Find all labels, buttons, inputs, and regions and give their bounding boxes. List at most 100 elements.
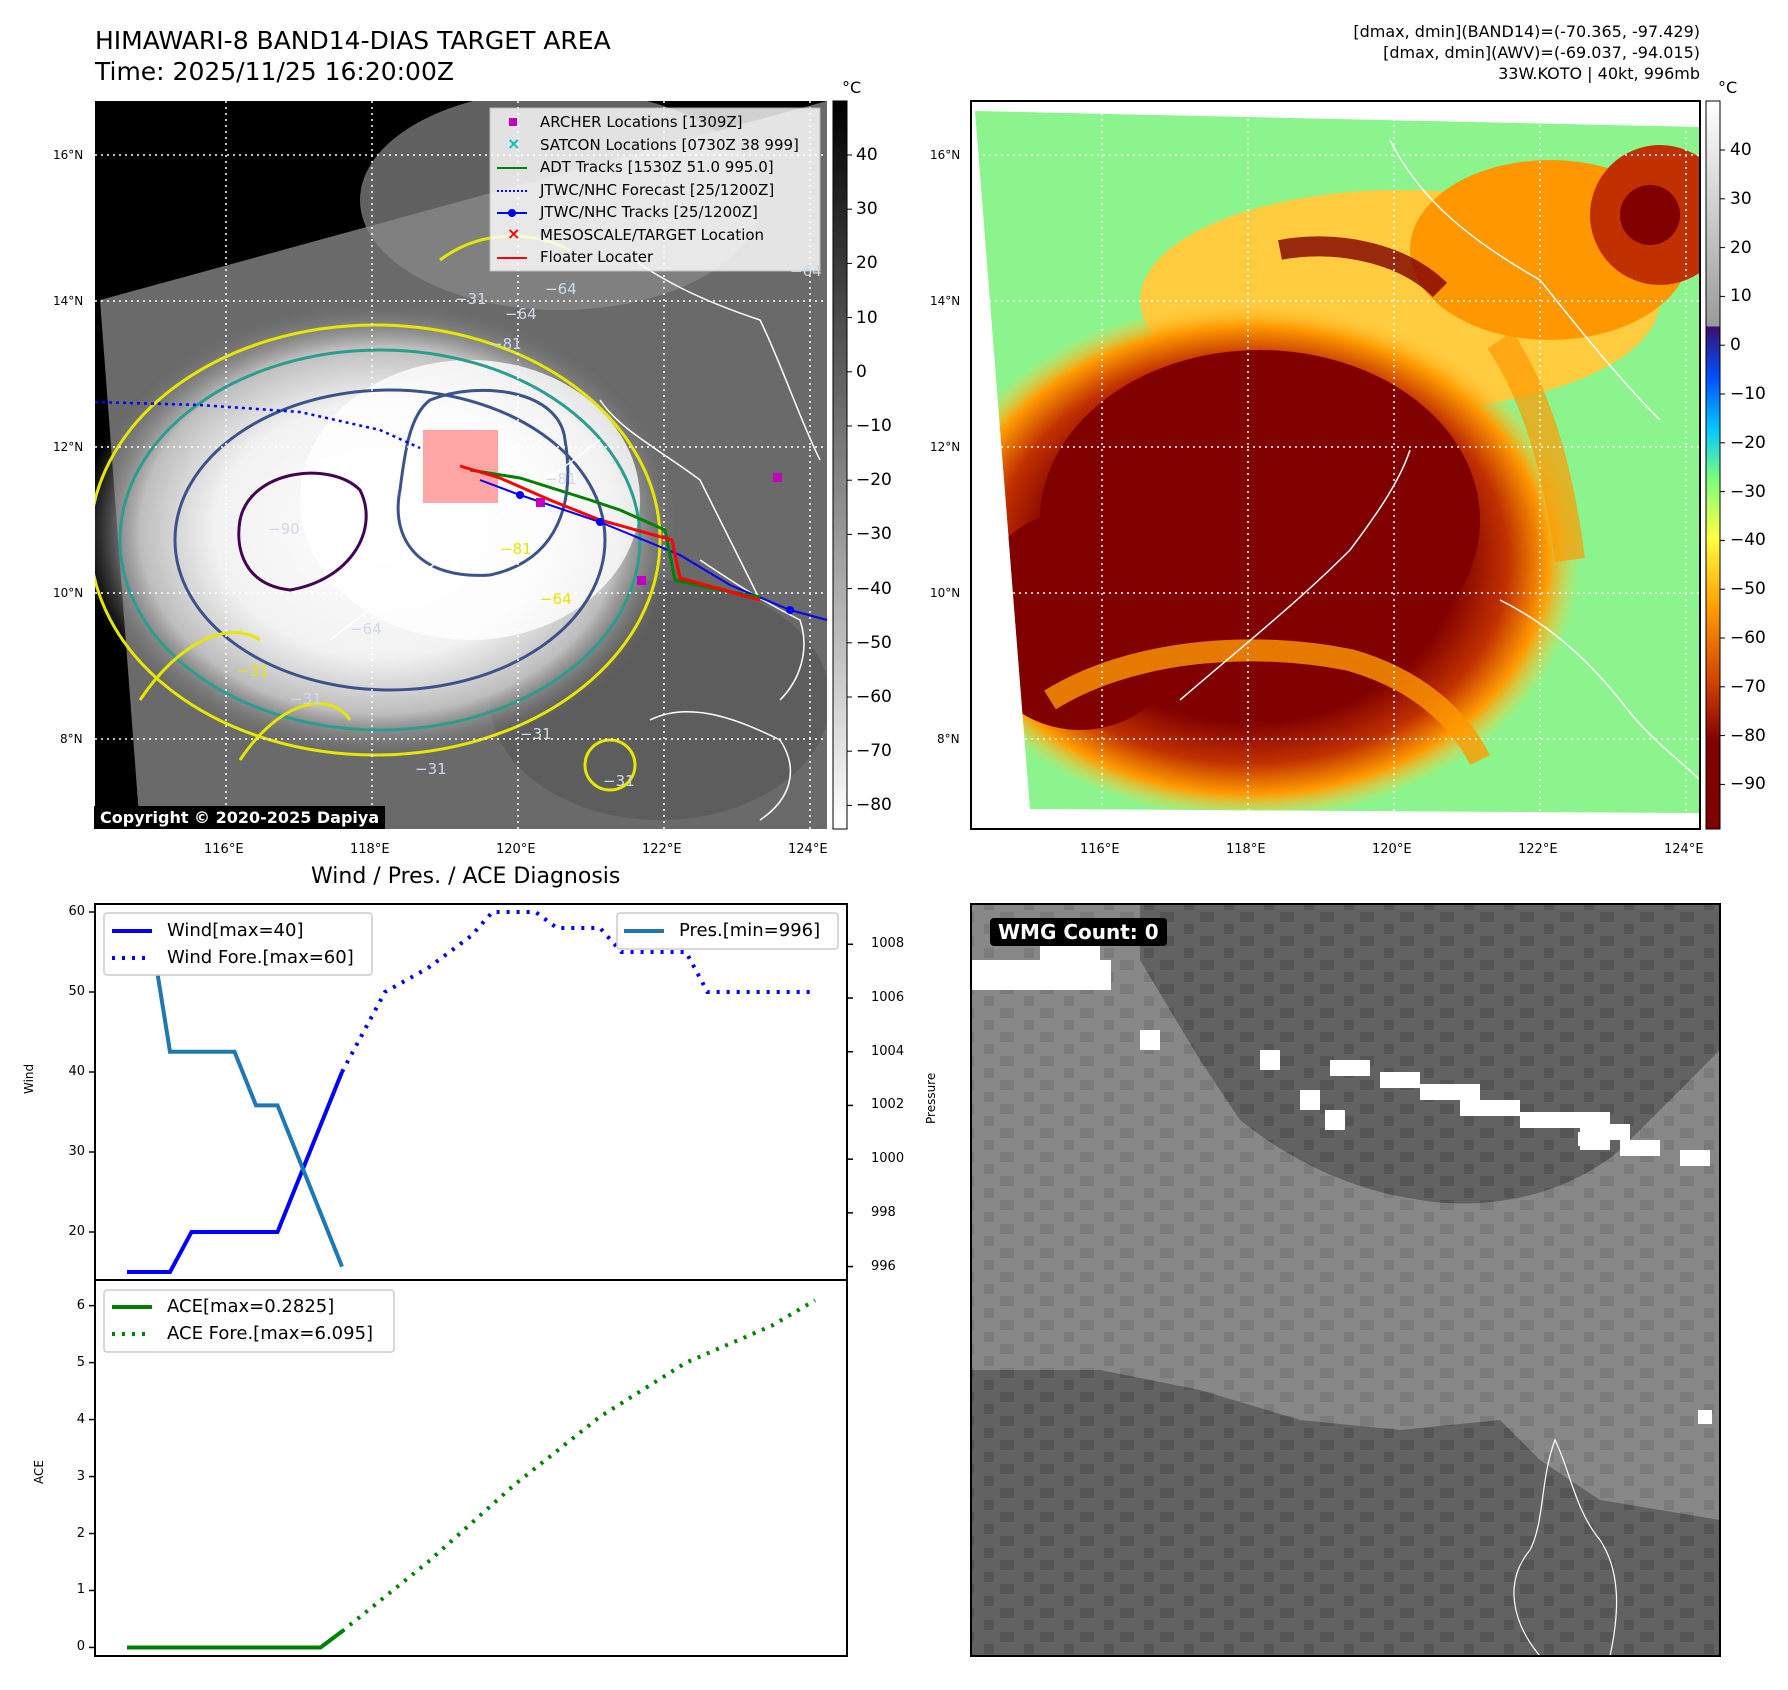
map1-lat-12: 12°N: [53, 440, 84, 454]
info-line1: [dmax, dmin](BAND14)=(-70.365, -97.429): [1353, 22, 1700, 41]
contour-label: −81: [500, 540, 532, 558]
colorbar-left: [832, 100, 848, 830]
ytick-label: 5: [76, 1354, 85, 1370]
colorbar-left-unit: °C: [842, 78, 862, 97]
contour-label: −64: [350, 620, 382, 638]
colorbar-left-tick-label: −10: [856, 416, 892, 436]
colorbar-right-tick-label: 30: [1730, 188, 1752, 209]
colorbar-right-tick-label: −20: [1730, 432, 1766, 453]
wind-pressure-chart: [89, 903, 853, 1281]
jtwc-track-point: [596, 518, 604, 526]
colorbar-left-tick-label: −60: [856, 687, 892, 707]
wmg-count-badge: WMG Count: 0: [990, 918, 1167, 946]
contour-label: −31: [237, 662, 269, 680]
chart-legend-label: Pres.[min=996]: [679, 920, 821, 941]
legend-label: JTWC/NHC Tracks [25/1200Z]: [540, 203, 758, 221]
chart-legend-box: [103, 912, 373, 976]
contour-label: −31: [290, 690, 322, 708]
map1-lon-118: 118°E: [350, 842, 390, 857]
map1-lat-16: 16°N: [53, 148, 84, 162]
map1-lon-116: 116°E: [204, 842, 244, 857]
ytick-right-label: 1002: [871, 1097, 905, 1113]
colorbar-right-unit: °C: [1718, 78, 1738, 97]
map1-lon-124: 124°E: [788, 842, 828, 857]
ir-map-panel: [94, 101, 828, 829]
series-line-ace-fore: [340, 1298, 817, 1633]
jtwc-track-point: [516, 491, 524, 499]
legend-label: Floater Locater: [540, 248, 654, 266]
colorbar-left-tick-label: 0: [856, 361, 867, 382]
color-map-panel: [970, 100, 1701, 830]
chart-legend-label: Wind Fore.[max=60]: [167, 947, 354, 968]
ace-chart: [89, 1279, 848, 1657]
ytick-label: 30: [68, 1144, 85, 1159]
colorbar-left-tick-label: −30: [856, 524, 892, 545]
info-line3: 33W.KOTO | 40kt, 996mb: [1498, 64, 1700, 83]
copyright-label: Copyright © 2020-2025 Dapiya: [94, 806, 386, 829]
legend-symbol: [509, 118, 517, 126]
contour-label: −31: [415, 760, 447, 778]
colorbar-right-tick-label: −50: [1730, 579, 1766, 600]
contour-label: −64: [545, 280, 577, 298]
ytick-label: 50: [68, 984, 85, 999]
map1-lon-122: 122°E: [642, 842, 682, 857]
legend-symbol: [497, 257, 527, 259]
ytick-right-label: 1004: [871, 1043, 905, 1059]
colorbar-left-tick-label: 10: [856, 307, 878, 328]
ytick-right-label: 1000: [871, 1151, 905, 1167]
colorbar-left-tick-label: −20: [856, 470, 892, 491]
legend-symbol: [497, 167, 527, 169]
map2-lon-118: 118°E: [1226, 842, 1266, 857]
colorbar-left-tick-label: 40: [856, 145, 878, 165]
archer-marker: [773, 473, 782, 482]
legend-label: ARCHER Locations [1309Z]: [540, 113, 743, 131]
ytick-right-label: 1006: [871, 990, 905, 1005]
ytick-label: 60: [68, 904, 85, 919]
map1-lat-8: 8°N: [60, 732, 83, 746]
map-legend: [489, 107, 821, 272]
colorbar-right-tick-label: −30: [1730, 481, 1766, 502]
legend-label: ADT Tracks [1530Z 51.0 995.0]: [540, 158, 774, 176]
ytick-label: 40: [68, 1064, 85, 1079]
colorbar-right-tick-label: 20: [1730, 237, 1752, 258]
colorbar-right-tick-label: −80: [1730, 725, 1766, 746]
series-line-wind: [127, 1071, 344, 1274]
map1-lat-14: 14°N: [53, 294, 84, 308]
chart-legend-label: Wind[max=40]: [167, 920, 304, 941]
colorbar-left-tick-label: 30: [856, 199, 878, 220]
legend-label: MESOSCALE/TARGET Location: [540, 225, 765, 244]
map2-lat-14: 14°N: [930, 294, 961, 308]
jtwc-forecast-track: [94, 400, 421, 450]
contour-label: −90: [268, 520, 300, 538]
ytick-right-label: 1008: [871, 936, 905, 952]
info-line2: [dmax, dmin](AWV)=(-69.037, -94.015): [1383, 43, 1700, 62]
map2-lon-116: 116°E: [1080, 842, 1120, 857]
contour-label: −64: [540, 590, 572, 608]
contour-label: −31: [520, 725, 552, 743]
colorbar-left-tick-label: 20: [856, 253, 878, 274]
map2-lat-16: 16°N: [930, 148, 961, 162]
colorbar-right-tick-label: −70: [1730, 676, 1766, 697]
wmg-panel: [970, 903, 1721, 1657]
ace-ylabel: ACE: [32, 1460, 46, 1484]
colorbar-right: [1705, 100, 1721, 830]
legend-symbol: ×: [507, 133, 521, 153]
contour-81-east: [396, 388, 570, 577]
contour-label: −64: [790, 262, 822, 280]
ytick-label: 4: [76, 1411, 85, 1427]
colorbar-left-tick-label: −80: [856, 795, 892, 816]
contour-label: −81: [545, 470, 577, 488]
wind-ylabel: Wind: [22, 1063, 36, 1094]
pressure-ylabel: Pressure: [924, 1072, 938, 1124]
colorbar-right-tick-label: −10: [1730, 384, 1766, 404]
ytick-label: 1: [76, 1582, 85, 1598]
colorbar-right-tick-label: 0: [1730, 335, 1741, 356]
chart-legend-box: [616, 912, 839, 950]
jtwc-track-point: [786, 606, 794, 614]
legend-symbol: [497, 209, 527, 217]
colorbar-left-tick-label: −40: [856, 578, 892, 599]
archer-marker: [637, 576, 646, 585]
map2-lat-10: 10°N: [930, 586, 961, 600]
colorbar-right-tick-label: 40: [1730, 140, 1752, 160]
ytick-right-label: 998: [871, 1204, 896, 1220]
